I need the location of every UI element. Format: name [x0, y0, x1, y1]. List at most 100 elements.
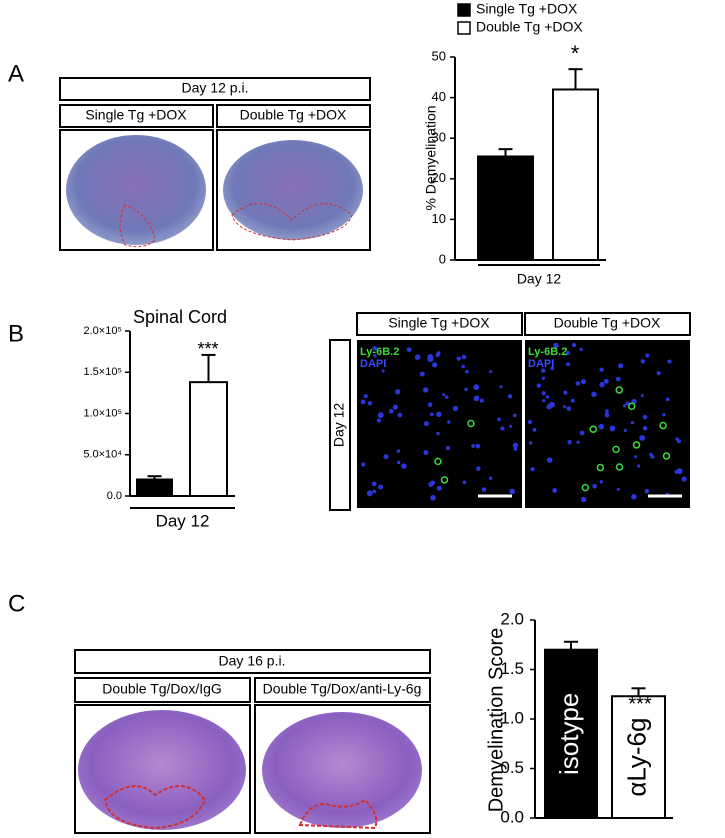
nucleus [592, 483, 598, 489]
nucleus [465, 369, 469, 374]
nucleus [372, 489, 377, 494]
nucleus [392, 404, 398, 410]
stain-label: Ly-6B.2 [528, 346, 567, 358]
bar [136, 478, 173, 497]
column-label: Single Tg +DOX [85, 107, 187, 123]
header: Day 12 p.i. [182, 80, 249, 96]
nucleus [456, 356, 461, 361]
row-box [329, 339, 351, 511]
nucleus [396, 460, 401, 465]
nucleus [579, 347, 583, 351]
nucleus [540, 368, 546, 374]
bar-label: αLy-6g [621, 718, 651, 797]
nucleus [427, 402, 433, 407]
nucleus [642, 426, 648, 431]
nucleus [630, 420, 635, 425]
stain-label: DAPI [528, 358, 554, 370]
nucleus [372, 346, 377, 351]
nucleus [479, 398, 484, 403]
nucleus [575, 381, 581, 386]
nucleus [371, 481, 377, 487]
nucleus [423, 450, 429, 456]
nucleus [489, 476, 493, 480]
nucleus [509, 424, 513, 428]
neutrophil [632, 441, 641, 449]
y-tick-label: 50 [432, 48, 446, 63]
nucleus [566, 362, 571, 367]
nucleus [542, 399, 546, 403]
nucleus [381, 369, 385, 373]
neutrophil [615, 386, 623, 394]
nucleus [509, 488, 515, 495]
y-tick-label: 40 [432, 89, 446, 104]
nucleus [360, 399, 366, 405]
column-box [216, 104, 371, 128]
nucleus [579, 430, 585, 436]
x-group-label: Day 12 [517, 271, 562, 287]
nucleus [546, 457, 553, 463]
nucleus [530, 467, 535, 472]
column-box [59, 104, 214, 128]
neutrophil [581, 483, 590, 492]
chart-title: Spinal Cord [133, 307, 227, 327]
nucleus [367, 401, 373, 406]
nucleus [436, 411, 442, 418]
column-label: Double Tg/Dox/IgG [102, 681, 222, 697]
y-tick-label: 2.0 [500, 609, 524, 628]
nucleus [507, 394, 513, 399]
legend-label: Double Tg +DOX [476, 19, 583, 35]
nucleus [667, 359, 672, 364]
y-tick-label: 1.0 [500, 708, 524, 727]
column-label: Double Tg +DOX [554, 315, 661, 331]
nucleus [481, 487, 487, 492]
nucleus [644, 488, 650, 494]
column-box [74, 677, 251, 703]
bar [552, 88, 599, 262]
nucleus [363, 394, 368, 399]
panel-label: B [8, 320, 24, 347]
nucleus [567, 440, 572, 445]
nucleus [528, 441, 533, 445]
bar [189, 381, 228, 497]
nucleus [445, 445, 451, 451]
nucleus [615, 376, 621, 382]
nucleus [373, 354, 377, 358]
nucleus [388, 408, 394, 414]
neutrophil [434, 457, 442, 466]
column-label: Single Tg +DOX [388, 315, 490, 331]
nucleus [401, 463, 407, 469]
nucleus [442, 393, 446, 397]
nucleus [581, 496, 587, 503]
nucleus [512, 413, 517, 418]
nucleus [428, 481, 434, 488]
nucleus [645, 353, 650, 358]
nucleus [473, 384, 480, 391]
neutrophil [628, 402, 636, 411]
nucleus [591, 391, 597, 398]
nucleus [513, 447, 518, 451]
nucleus [461, 364, 466, 369]
neutrophil [596, 463, 605, 472]
lesion-outline [103, 785, 207, 830]
nucleus [552, 487, 558, 493]
nucleus [609, 425, 616, 432]
nucleus [430, 494, 436, 501]
lesion-outline [119, 204, 156, 248]
nucleus [598, 423, 605, 430]
nucleus [512, 442, 519, 449]
nucleus [445, 395, 449, 399]
nucleus [580, 379, 587, 385]
lesion-outline [231, 203, 353, 241]
nucleus [475, 443, 481, 449]
y-tick-label: 30 [432, 130, 446, 145]
y-tick-label: 20 [432, 170, 446, 185]
legend-swatch [457, 3, 471, 17]
nucleus [665, 397, 670, 402]
bar-label: isotype [554, 693, 584, 775]
nucleus [637, 464, 641, 468]
significance: *** [197, 339, 218, 359]
column-label: Double Tg +DOX [240, 107, 347, 123]
nucleus [473, 395, 480, 402]
nucleus [649, 452, 653, 457]
